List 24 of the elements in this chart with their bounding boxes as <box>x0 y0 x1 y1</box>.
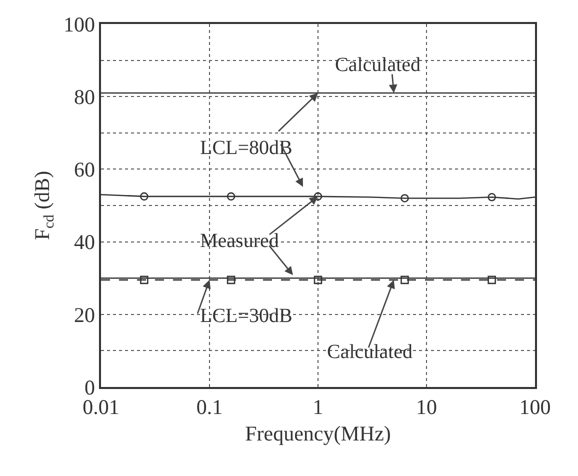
x-axis-title: Frequency(MHz) <box>245 422 391 446</box>
annotation: LCL=30dB <box>200 305 292 327</box>
point <box>140 276 148 284</box>
annotation: Calculated <box>327 341 413 363</box>
point <box>488 276 496 284</box>
y-tick-label: 20 <box>74 302 96 327</box>
point <box>488 193 496 202</box>
y-tick-label: 40 <box>74 230 96 254</box>
y-tick-label: 80 <box>74 84 96 109</box>
x-tick-label: 100 <box>519 394 551 419</box>
point <box>226 276 236 284</box>
x-tick-label: 0.1 <box>196 394 223 419</box>
annotation: Calculated <box>335 54 421 76</box>
point <box>140 192 148 201</box>
annotation: Measured <box>200 230 279 252</box>
point <box>400 276 409 284</box>
point <box>226 192 236 201</box>
x-tick-label: 10 <box>416 394 437 419</box>
point <box>314 276 322 284</box>
point <box>314 192 322 201</box>
point <box>400 194 409 202</box>
x-tick-label: 1 <box>312 394 324 419</box>
y-tick-label: 60 <box>74 158 96 182</box>
y-tick-label: 100 <box>64 12 96 36</box>
